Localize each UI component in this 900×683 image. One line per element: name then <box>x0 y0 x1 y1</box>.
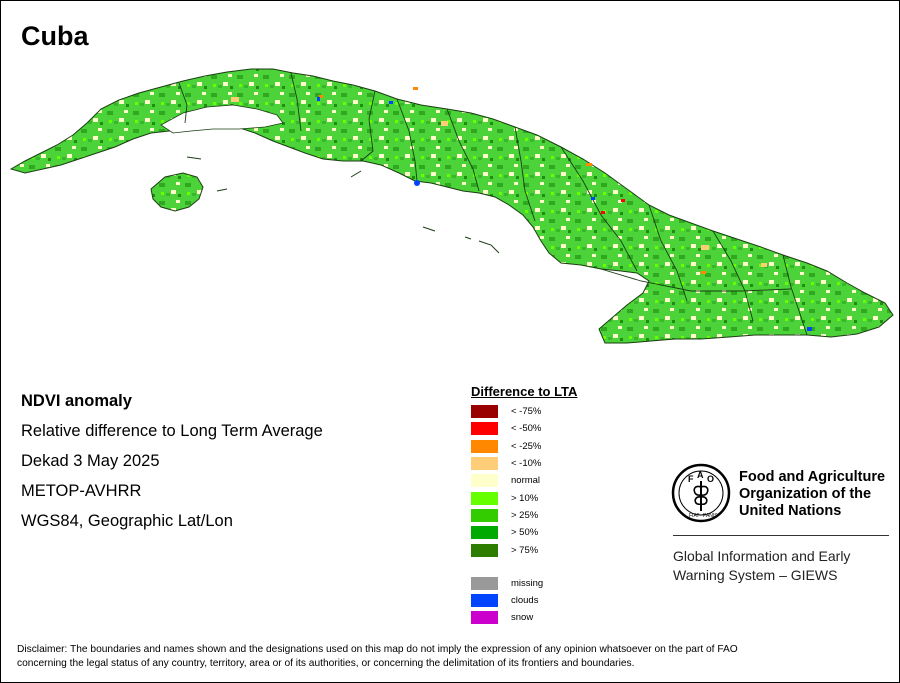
legend-item: < -10% <box>471 455 577 472</box>
legend-label: > 25% <box>511 509 539 521</box>
legend-item: > 75% <box>471 541 577 558</box>
map-info: NDVI anomaly Relative difference to Long… <box>21 389 323 539</box>
legend-item: > 25% <box>471 507 577 524</box>
org-name-line1: Food and Agriculture <box>739 469 886 485</box>
legend-swatch <box>471 508 498 522</box>
disclaimer: Disclaimer: The boundaries and names sho… <box>17 643 887 671</box>
legend-label: normal <box>511 475 541 487</box>
legend-swatch <box>471 576 498 590</box>
disclaimer-line1: Disclaimer: The boundaries and names sho… <box>17 644 738 655</box>
svg-text:FIAT: FIAT <box>689 513 699 519</box>
svg-text:PANIS: PANIS <box>703 513 718 519</box>
legend-item: < -50% <box>471 420 577 437</box>
legend-swatch <box>471 422 498 436</box>
org-divider <box>673 535 889 536</box>
legend-label: clouds <box>511 595 539 607</box>
legend-item: > 10% <box>471 489 577 506</box>
disclaimer-line2: concerning the legal status of any count… <box>17 658 635 669</box>
legend-label: < -50% <box>511 423 542 435</box>
bay <box>160 104 284 134</box>
legend-extra-items: missing clouds snow <box>471 575 577 627</box>
legend-swatch <box>471 457 498 471</box>
ndvi-anomaly-map <box>9 68 894 344</box>
legend-title: Difference to LTA <box>471 384 578 399</box>
legend-swatch <box>471 611 498 625</box>
legend-label: > 10% <box>511 492 539 504</box>
province-boundaries <box>178 72 808 336</box>
legend-swatch <box>471 526 498 540</box>
legend-swatch <box>471 439 498 453</box>
isla-de-la-juventud <box>150 172 204 212</box>
legend-swatch <box>471 543 498 557</box>
legend-label: < -25% <box>511 440 542 452</box>
system-line1: Global Information and Early <box>673 548 851 564</box>
svg-text:A: A <box>697 470 704 480</box>
legend-item: missing <box>471 575 577 592</box>
legend-swatch <box>471 405 498 419</box>
legend-item: snow <box>471 609 577 626</box>
system-line2: Warning System – GIEWS <box>673 567 838 583</box>
legend-item: normal <box>471 472 577 489</box>
organization-name: Food and Agriculture Organization of the… <box>739 469 885 520</box>
sensor: METOP-AVHRR <box>21 482 142 500</box>
fao-logo: F A O FIAT PANIS <box>671 463 731 523</box>
legend-item: < -25% <box>471 438 577 455</box>
legend-item: clouds <box>471 592 577 609</box>
product-name: NDVI anomaly <box>21 392 132 410</box>
legend-items: < -75% < -50% < -25% < -10% normal > 10% > 25%… <box>471 403 577 559</box>
legend-swatch <box>471 491 498 505</box>
legend-gap <box>471 559 577 575</box>
legend-label: < -10% <box>511 458 542 470</box>
anomaly-specks <box>231 87 767 274</box>
legend-swatch <box>471 594 498 608</box>
system-name: Global Information and Early Warning Sys… <box>673 547 850 585</box>
map-title: Cuba <box>21 21 89 51</box>
legend-item: < -75% <box>471 403 577 420</box>
legend-label: > 50% <box>511 527 539 539</box>
legend-label: > 75% <box>511 544 539 556</box>
org-name-line2: Organization of the <box>739 486 872 502</box>
projection: WGS84, Geographic Lat/Lon <box>21 512 233 530</box>
legend-swatch <box>471 474 498 488</box>
product-description: Relative difference to Long Term Average <box>21 422 323 440</box>
time-period: Dekad 3 May 2025 <box>21 452 160 470</box>
legend-label: missing <box>511 577 544 589</box>
cloud-specks <box>317 97 812 331</box>
legend-label: < -75% <box>511 406 542 418</box>
svg-text:O: O <box>707 474 714 484</box>
cays <box>186 156 500 254</box>
cuba-main-island <box>9 68 894 344</box>
svg-text:F: F <box>688 474 694 484</box>
legend: Difference to LTA < -75% < -50% < -25% < -1… <box>471 384 577 627</box>
org-name-line3: United Nations <box>739 503 842 519</box>
legend-item: > 50% <box>471 524 577 541</box>
legend-label: snow <box>511 612 534 624</box>
